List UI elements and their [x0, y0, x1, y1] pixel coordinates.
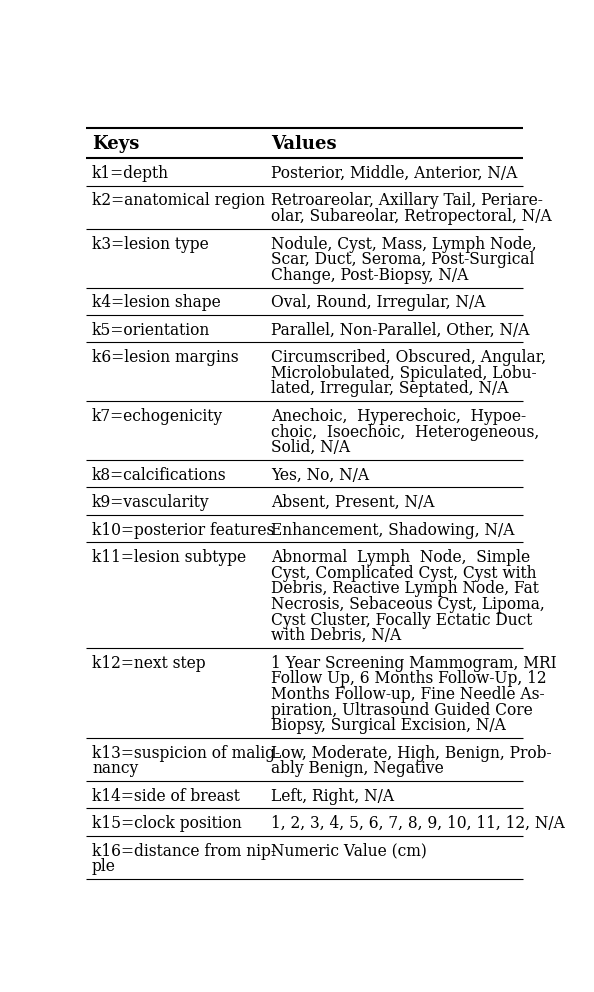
Text: Cyst, Complicated Cyst, Cyst with: Cyst, Complicated Cyst, Cyst with: [271, 564, 537, 581]
Text: Values: Values: [271, 135, 337, 153]
Text: k16=distance from nip-: k16=distance from nip-: [92, 842, 276, 860]
Text: Biopsy, Surgical Excision, N/A: Biopsy, Surgical Excision, N/A: [271, 717, 506, 734]
Text: Posterior, Middle, Anterior, N/A: Posterior, Middle, Anterior, N/A: [271, 165, 518, 182]
Text: Change, Post-Biopsy, N/A: Change, Post-Biopsy, N/A: [271, 267, 469, 284]
Text: k15=clock position: k15=clock position: [92, 815, 242, 832]
Text: Left, Right, N/A: Left, Right, N/A: [271, 788, 394, 805]
Text: k7=echogenicity: k7=echogenicity: [92, 408, 223, 425]
Text: ably Benign, Negative: ably Benign, Negative: [271, 760, 444, 777]
Text: Yes, No, N/A: Yes, No, N/A: [271, 466, 369, 484]
Text: k14=side of breast: k14=side of breast: [92, 788, 240, 805]
Text: Keys: Keys: [92, 135, 140, 153]
Text: k2=anatomical region: k2=anatomical region: [92, 192, 265, 209]
Text: k10=posterior features: k10=posterior features: [92, 522, 274, 539]
Text: 1, 2, 3, 4, 5, 6, 7, 8, 9, 10, 11, 12, N/A: 1, 2, 3, 4, 5, 6, 7, 8, 9, 10, 11, 12, N…: [271, 815, 565, 832]
Text: Nodule, Cyst, Mass, Lymph Node,: Nodule, Cyst, Mass, Lymph Node,: [271, 235, 537, 253]
Text: k12=next step: k12=next step: [92, 655, 206, 672]
Text: Anechoic,  Hyperechoic,  Hypoe-: Anechoic, Hyperechoic, Hypoe-: [271, 408, 527, 425]
Text: k11=lesion subtype: k11=lesion subtype: [92, 550, 246, 566]
Text: Solid, N/A: Solid, N/A: [271, 439, 350, 456]
Text: with Debris, N/A: with Debris, N/A: [271, 627, 402, 644]
Text: k8=calcifications: k8=calcifications: [92, 466, 226, 484]
Text: k9=vascularity: k9=vascularity: [92, 494, 210, 511]
Text: ple: ple: [92, 858, 116, 875]
Text: k5=orientation: k5=orientation: [92, 321, 210, 338]
Text: choic,  Isoechoic,  Heterogeneous,: choic, Isoechoic, Heterogeneous,: [271, 424, 540, 440]
Text: Necrosis, Sebaceous Cyst, Lipoma,: Necrosis, Sebaceous Cyst, Lipoma,: [271, 596, 545, 613]
Text: piration, Ultrasound Guided Core: piration, Ultrasound Guided Core: [271, 701, 533, 718]
Text: Debris, Reactive Lymph Node, Fat: Debris, Reactive Lymph Node, Fat: [271, 580, 539, 597]
Text: k6=lesion margins: k6=lesion margins: [92, 349, 239, 366]
Text: Oval, Round, Irregular, N/A: Oval, Round, Irregular, N/A: [271, 295, 486, 311]
Text: Months Follow-up, Fine Needle As-: Months Follow-up, Fine Needle As-: [271, 685, 545, 703]
Text: k4=lesion shape: k4=lesion shape: [92, 295, 221, 311]
Text: k13=suspicion of malig-: k13=suspicion of malig-: [92, 745, 280, 762]
Text: Microlobulated, Spiculated, Lobu-: Microlobulated, Spiculated, Lobu-: [271, 365, 537, 382]
Text: k1=depth: k1=depth: [92, 165, 169, 182]
Text: Cyst Cluster, Focally Ectatic Duct: Cyst Cluster, Focally Ectatic Duct: [271, 611, 533, 629]
Text: Low, Moderate, High, Benign, Prob-: Low, Moderate, High, Benign, Prob-: [271, 745, 552, 762]
Text: nancy: nancy: [92, 760, 138, 777]
Text: olar, Subareolar, Retropectoral, N/A: olar, Subareolar, Retropectoral, N/A: [271, 208, 552, 225]
Text: Scar, Duct, Seroma, Post-Surgical: Scar, Duct, Seroma, Post-Surgical: [271, 251, 535, 268]
Text: lated, Irregular, Septated, N/A: lated, Irregular, Septated, N/A: [271, 380, 509, 398]
Text: Follow Up, 6 Months Follow-Up, 12: Follow Up, 6 Months Follow-Up, 12: [271, 671, 547, 687]
Text: Retroareolar, Axillary Tail, Periare-: Retroareolar, Axillary Tail, Periare-: [271, 192, 544, 209]
Text: Abnormal  Lymph  Node,  Simple: Abnormal Lymph Node, Simple: [271, 550, 530, 566]
Text: 1 Year Screening Mammogram, MRI: 1 Year Screening Mammogram, MRI: [271, 655, 557, 672]
Text: Absent, Present, N/A: Absent, Present, N/A: [271, 494, 435, 511]
Text: Enhancement, Shadowing, N/A: Enhancement, Shadowing, N/A: [271, 522, 515, 539]
Text: Parallel, Non-Parallel, Other, N/A: Parallel, Non-Parallel, Other, N/A: [271, 321, 530, 338]
Text: k3=lesion type: k3=lesion type: [92, 235, 208, 253]
Text: Circumscribed, Obscured, Angular,: Circumscribed, Obscured, Angular,: [271, 349, 546, 366]
Text: Numeric Value (cm): Numeric Value (cm): [271, 842, 427, 860]
